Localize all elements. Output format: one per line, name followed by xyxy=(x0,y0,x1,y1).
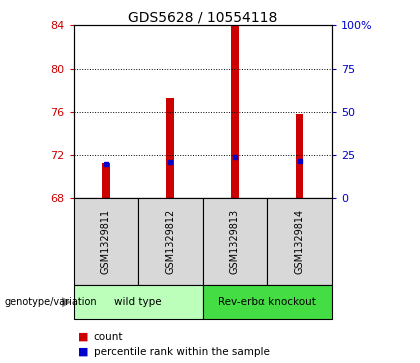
Text: Rev-erbα knockout: Rev-erbα knockout xyxy=(218,297,316,307)
Text: GSM1329812: GSM1329812 xyxy=(165,209,176,274)
Bar xyxy=(231,22,239,198)
Text: percentile rank within the sample: percentile rank within the sample xyxy=(94,347,270,357)
Bar xyxy=(138,198,202,285)
Bar xyxy=(267,198,332,285)
Bar xyxy=(166,98,174,198)
Bar xyxy=(74,198,138,285)
Polygon shape xyxy=(62,297,71,307)
Title: GDS5628 / 10554118: GDS5628 / 10554118 xyxy=(128,10,277,24)
Text: ■: ■ xyxy=(78,347,88,357)
Bar xyxy=(74,285,203,319)
Bar xyxy=(203,285,332,319)
Bar xyxy=(296,114,303,198)
Text: ■: ■ xyxy=(78,332,88,342)
Bar xyxy=(102,163,110,198)
Bar xyxy=(203,198,267,285)
Text: wild type: wild type xyxy=(114,297,162,307)
Text: count: count xyxy=(94,332,123,342)
Text: GSM1329814: GSM1329814 xyxy=(294,209,304,274)
Text: GSM1329813: GSM1329813 xyxy=(230,209,240,274)
Text: genotype/variation: genotype/variation xyxy=(4,297,97,307)
Text: GSM1329811: GSM1329811 xyxy=(101,209,111,274)
